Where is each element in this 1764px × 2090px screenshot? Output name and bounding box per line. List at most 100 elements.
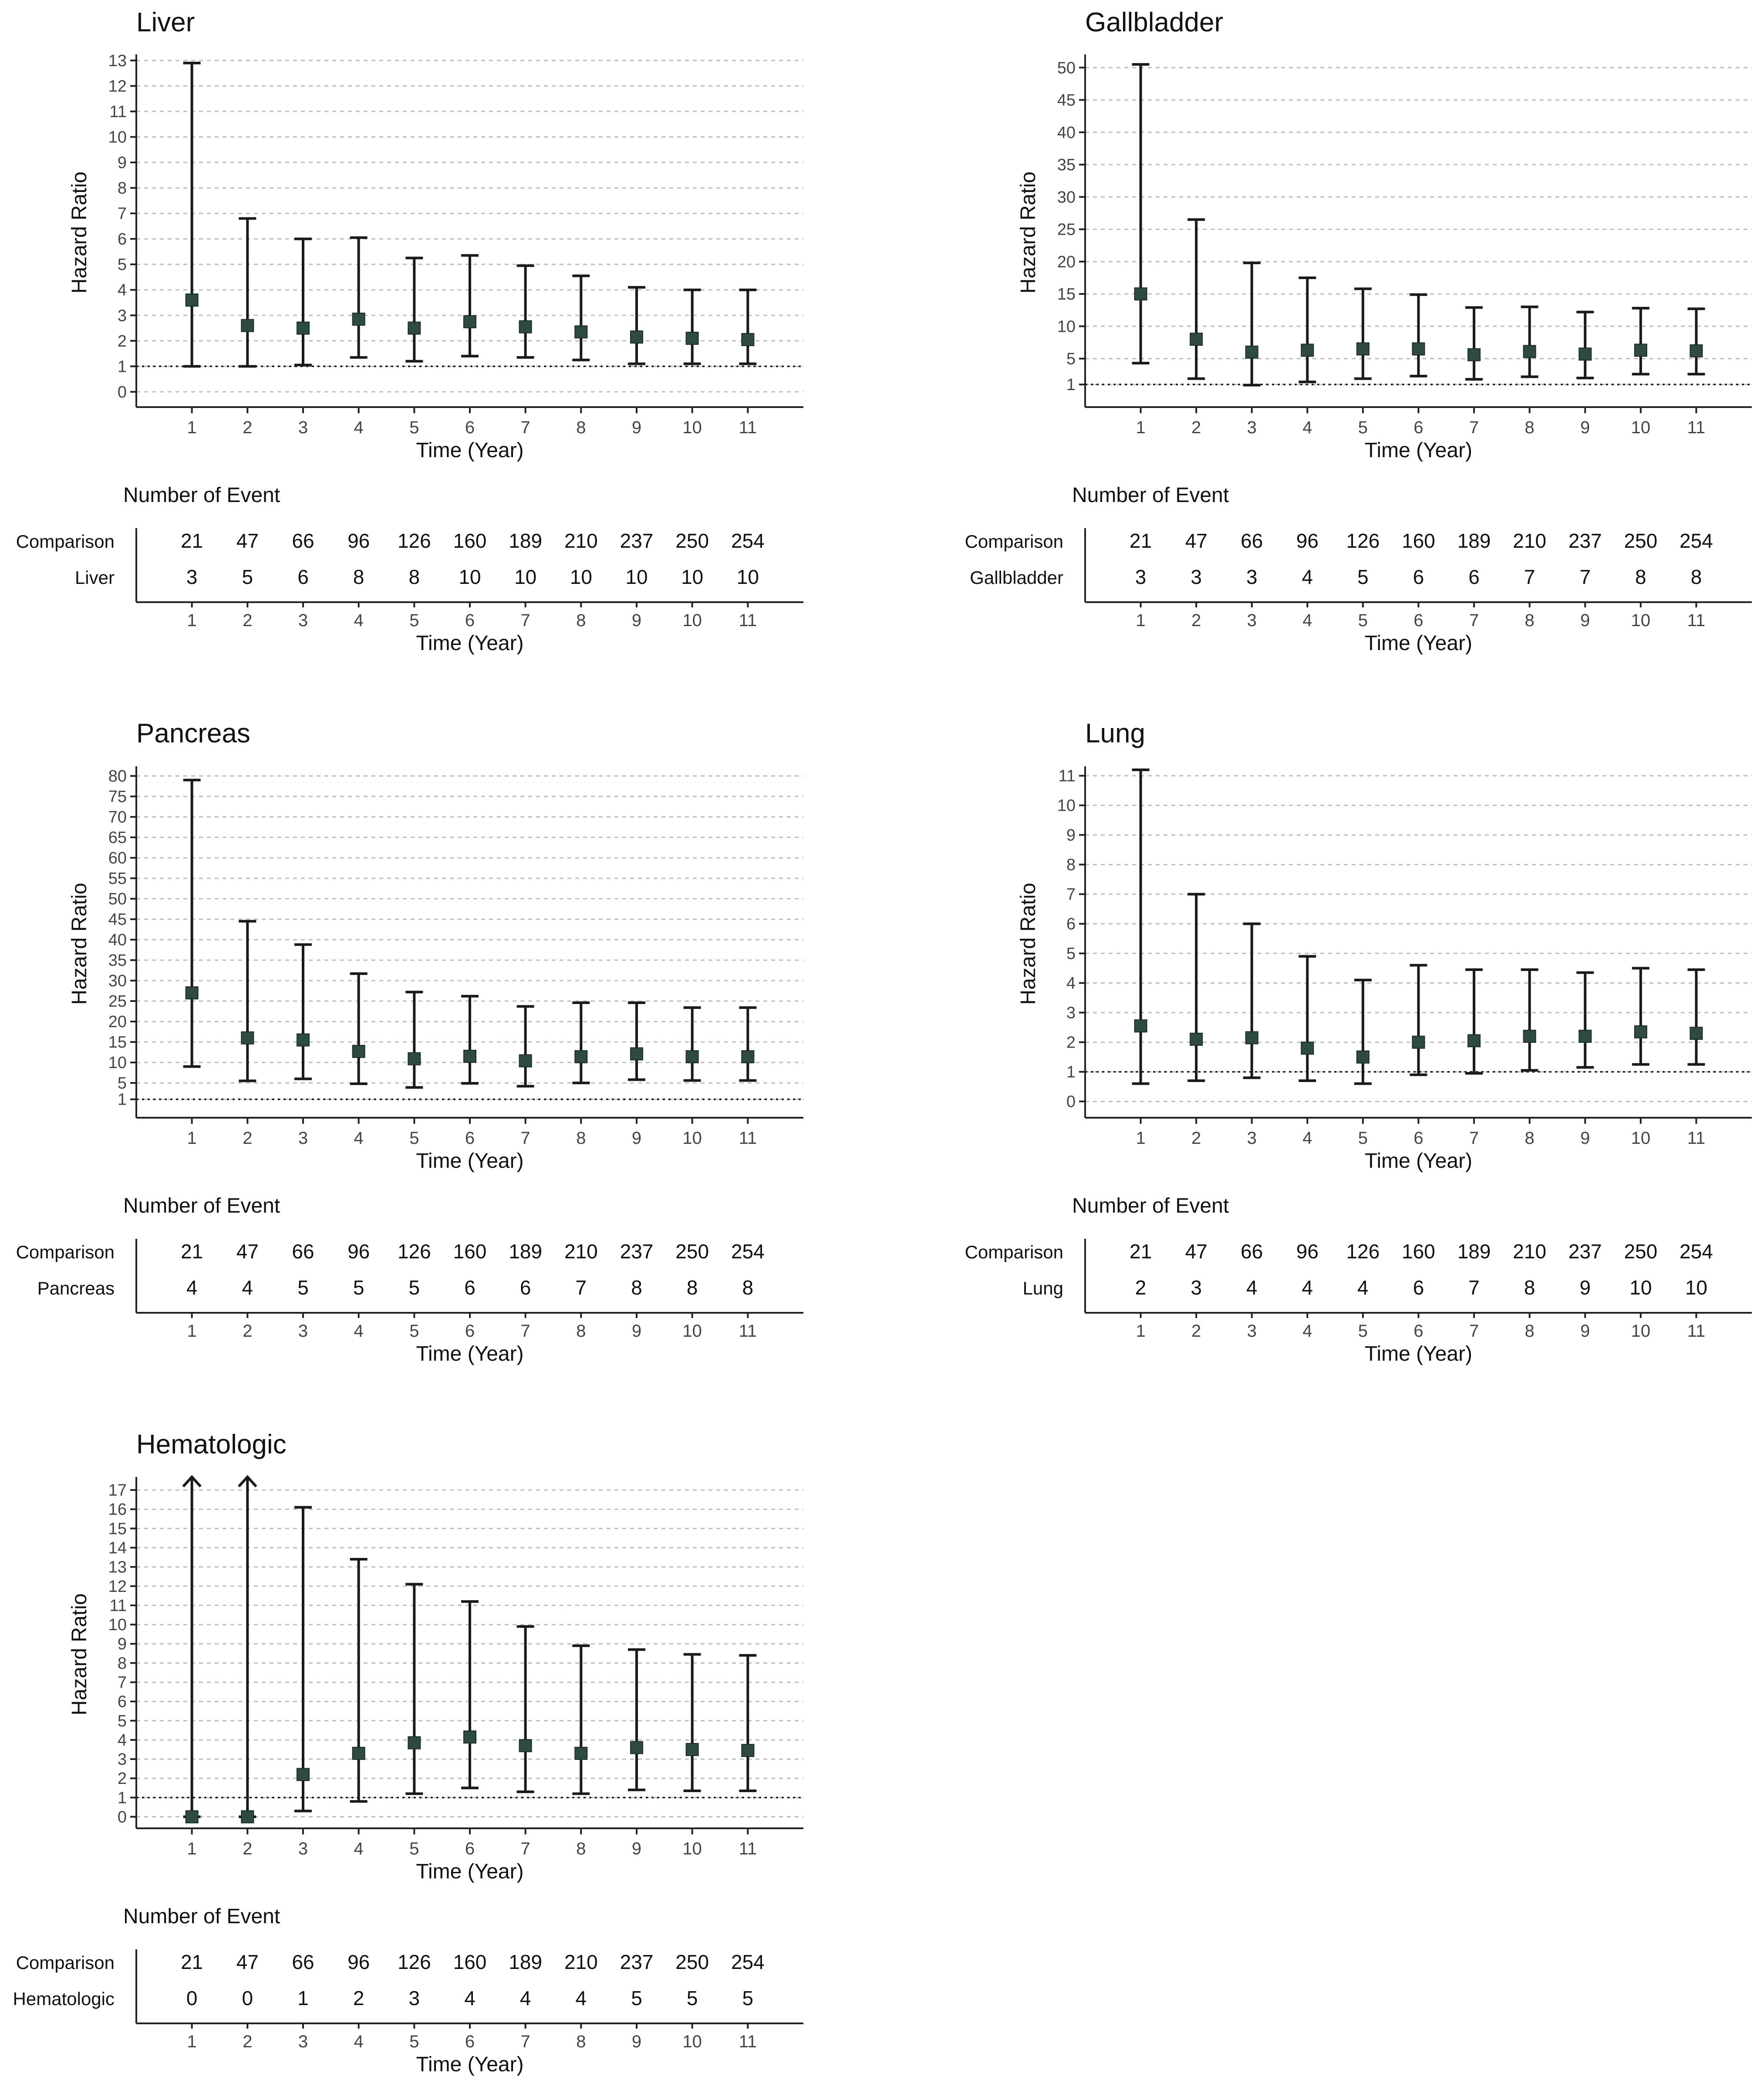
panel-pancreas: Pancreas15101520253035404550556065707580…: [16, 718, 803, 1365]
table-x-tick-label: 3: [298, 611, 308, 630]
y-tick-label: 5: [118, 256, 127, 274]
x-tick-label: 11: [739, 1129, 757, 1148]
table-cell: 66: [292, 529, 314, 552]
y-tick-label: 0: [118, 383, 127, 401]
x-tick-label: 2: [243, 1129, 252, 1148]
table-row-label: Comparison: [965, 1242, 1063, 1262]
y-tick-label: 40: [1057, 124, 1076, 142]
table-x-axis-title: Time (Year): [416, 632, 523, 655]
chart-title: Liver: [136, 7, 195, 37]
table-cell: 189: [1457, 1240, 1491, 1263]
x-tick-label: 9: [632, 1129, 641, 1148]
table-cell: 10: [1629, 1276, 1652, 1299]
table-x-tick-label: 8: [1525, 611, 1535, 630]
table-cell: 189: [509, 529, 542, 552]
table-cell: 9: [1579, 1276, 1591, 1299]
table-x-tick-label: 11: [1687, 1321, 1706, 1341]
table-cell: 96: [1296, 1240, 1319, 1263]
y-tick-label: 1: [118, 1789, 127, 1807]
table-x-tick-label: 2: [243, 2032, 252, 2051]
table-cell: 160: [453, 529, 487, 552]
hazard-ratio-point: [1634, 1025, 1647, 1038]
table-cell: 5: [742, 1987, 754, 2009]
y-tick-label: 1: [118, 1091, 127, 1109]
x-axis-title: Time (Year): [416, 1860, 523, 1883]
table-cell: 96: [1296, 529, 1319, 552]
y-tick-label: 55: [108, 870, 127, 888]
table-x-tick-label: 5: [409, 1321, 419, 1341]
table-x-tick-label: 11: [1687, 611, 1706, 630]
table-cell: 254: [731, 529, 765, 552]
x-tick-label: 9: [1580, 418, 1590, 437]
table-cell: 47: [236, 1240, 259, 1263]
y-tick-label: 30: [108, 972, 127, 990]
table-cell: 189: [1457, 529, 1491, 552]
table-x-tick-label: 5: [1358, 611, 1368, 630]
table-cell: 4: [1302, 566, 1313, 588]
table-x-tick-label: 2: [243, 611, 252, 630]
hazard-ratio-point: [463, 1050, 476, 1063]
x-tick-label: 6: [465, 1839, 475, 1858]
y-tick-label: 4: [118, 1731, 127, 1750]
table-x-tick-label: 4: [354, 1321, 364, 1341]
y-axis-title: Hazard Ratio: [68, 883, 91, 1005]
hazard-ratio-point: [241, 319, 254, 332]
y-tick-label: 6: [1066, 915, 1076, 934]
table-cell: 189: [509, 1240, 542, 1263]
hazard-ratio-point: [1412, 1035, 1425, 1049]
table-cell: 10: [459, 566, 481, 588]
y-tick-label: 2: [1066, 1034, 1076, 1052]
ci-truncation-arrow: [238, 1475, 257, 1488]
table-x-tick-label: 5: [409, 2032, 419, 2051]
table-row-label: Hematologic: [13, 1989, 115, 2009]
table-cell: 21: [1130, 529, 1152, 552]
x-tick-label: 7: [521, 1129, 530, 1148]
table-cell: 3: [186, 566, 198, 588]
y-tick-label: 10: [108, 1616, 127, 1634]
x-tick-label: 1: [1136, 418, 1145, 437]
table-cell: 47: [236, 1951, 259, 1973]
y-tick-label: 17: [108, 1481, 127, 1500]
table-x-tick-label: 4: [1302, 1321, 1312, 1341]
x-tick-label: 5: [409, 1129, 419, 1148]
table-cell: 160: [1402, 1240, 1435, 1263]
hazard-ratio-point: [685, 1050, 699, 1063]
hazard-ratio-point: [1467, 348, 1481, 361]
table-x-tick-label: 4: [1302, 611, 1312, 630]
hazard-ratio-point: [408, 321, 421, 335]
x-axis-title: Time (Year): [416, 1150, 523, 1173]
table-x-tick-label: 2: [1191, 1321, 1201, 1341]
table-cell: 7: [1579, 566, 1591, 588]
table-cell: 254: [1680, 1240, 1713, 1263]
table-cell: 47: [1185, 1240, 1207, 1263]
hazard-ratio-point: [1690, 1027, 1703, 1040]
table-x-tick-label: 1: [1136, 1321, 1145, 1341]
y-tick-label: 9: [1066, 826, 1076, 845]
hazard-ratio-point: [352, 1746, 365, 1760]
y-tick-label: 35: [108, 951, 127, 970]
hazard-ratio-point: [463, 315, 476, 328]
hazard-ratio-point: [630, 1047, 643, 1061]
x-tick-label: 7: [1469, 418, 1479, 437]
table-cell: 126: [398, 529, 431, 552]
table-cell: 2: [353, 1987, 364, 2009]
y-tick-label: 7: [1066, 886, 1076, 904]
hazard-ratio-point: [519, 1739, 532, 1753]
table-row-label: Comparison: [16, 1952, 115, 1973]
y-tick-label: 8: [118, 179, 127, 198]
x-tick-label: 11: [1687, 418, 1706, 437]
x-tick-label: 9: [632, 1839, 641, 1858]
table-x-tick-label: 9: [632, 2032, 641, 2051]
x-tick-label: 2: [243, 418, 252, 437]
table-x-tick-label: 6: [1413, 1321, 1423, 1341]
x-tick-label: 1: [187, 418, 197, 437]
hazard-ratio-point: [352, 313, 365, 326]
y-tick-label: 13: [108, 52, 127, 70]
table-x-tick-label: 6: [465, 1321, 475, 1341]
table-cell: 237: [620, 1951, 654, 1973]
table-x-tick-label: 11: [739, 611, 757, 630]
table-cell: 66: [292, 1240, 314, 1263]
table-cell: 210: [564, 529, 598, 552]
ci-truncation-arrow: [182, 1475, 202, 1488]
chart-title: Hematologic: [136, 1429, 287, 1460]
